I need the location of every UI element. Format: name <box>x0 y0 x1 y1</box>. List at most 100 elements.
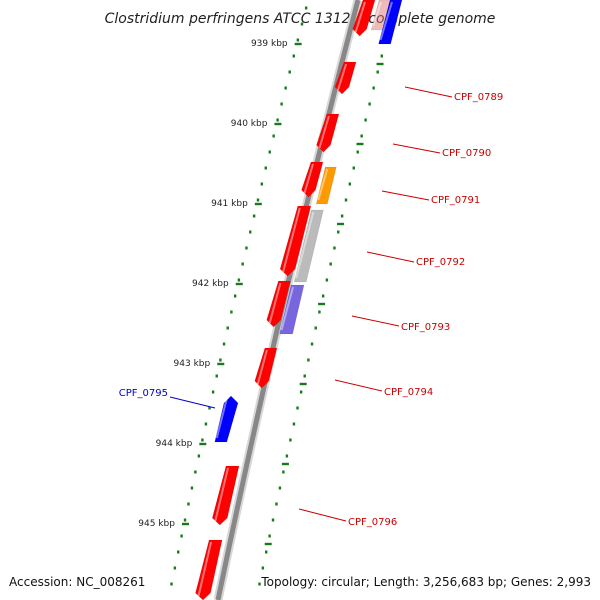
tick-label: 944 kbp <box>156 439 193 449</box>
scale-dot <box>299 390 303 394</box>
accession-text: Accession: NC_008261 <box>9 575 145 589</box>
gene-label: CPF_0793 <box>401 322 450 333</box>
gene-label: CPF_0796 <box>348 517 397 528</box>
scale-dot <box>310 342 314 346</box>
scale-dot <box>292 422 296 426</box>
scale-dot <box>268 150 271 154</box>
scale-dot <box>288 70 291 74</box>
gene-label: CPF_0790 <box>442 148 491 159</box>
gene-leader-line <box>381 190 430 201</box>
scale-dot <box>329 262 332 266</box>
gene-leader-line <box>392 143 441 154</box>
scale-dot <box>368 102 371 106</box>
major-tick <box>281 462 289 466</box>
major-tick <box>181 522 189 526</box>
scale-dot <box>280 102 283 106</box>
scale-dot <box>275 502 278 506</box>
major-tick <box>235 282 243 286</box>
cds-arrow <box>334 61 357 95</box>
cds-reverse-arrow <box>378 0 403 45</box>
cog-feature-purple <box>279 284 305 335</box>
cds-arrow <box>316 113 340 153</box>
tick-label: 939 kbp <box>251 39 288 49</box>
major-tick <box>264 542 272 546</box>
scale-dot <box>304 6 308 10</box>
scale-dot <box>170 582 173 586</box>
major-tick <box>356 142 364 146</box>
scale-dot <box>211 390 215 394</box>
scale-dot <box>276 118 279 122</box>
gene-label-group: CPF_0791 <box>381 190 480 206</box>
gene-label: CPF_0795 <box>119 388 168 399</box>
scale-dot <box>245 246 248 250</box>
scale-dot <box>333 246 336 250</box>
scale-dot <box>271 518 275 522</box>
scale-dot <box>348 182 352 186</box>
gene-label-group: CPF_0795 <box>119 388 216 409</box>
scale-dot <box>201 438 204 442</box>
scale-dot <box>180 534 183 538</box>
scale-dot <box>352 166 355 170</box>
gene-leader-line <box>404 86 453 98</box>
scale-dot <box>204 422 208 426</box>
kbp-ticks: 939 kbp 940 kbp 941 kbp 942 kbp 943 kbp 944 k… <box>138 39 384 546</box>
scale-dot <box>318 310 321 314</box>
cds-arrow <box>195 539 223 600</box>
scale-dot <box>337 230 340 234</box>
scale-dot <box>344 198 348 202</box>
cds-arrow <box>279 205 312 277</box>
gene-label: CPF_0792 <box>416 257 465 268</box>
scale-dot <box>272 134 275 138</box>
genome-summary-text: Topology: circular; Length: 3,256,683 bp… <box>260 575 591 589</box>
scale-dot <box>340 214 344 218</box>
scale-dot <box>256 198 260 202</box>
major-tick <box>376 62 384 66</box>
scale-dot <box>372 86 375 90</box>
gene-label: CPF_0794 <box>384 387 433 398</box>
scale-dot <box>194 470 197 474</box>
major-tick <box>254 202 262 206</box>
tick-label: 942 kbp <box>192 279 229 289</box>
map-title: Clostridium perfringens ATCC 13124, comp… <box>105 11 496 27</box>
scale-dot <box>183 518 187 522</box>
major-tick <box>217 362 225 366</box>
scale-dot <box>265 550 268 554</box>
scale-dot <box>300 22 304 26</box>
gene-label-group: CPF_0793 <box>351 315 450 333</box>
cog-feature-gray <box>293 209 324 283</box>
cds-arrow <box>301 161 324 198</box>
scale-dot <box>376 70 379 74</box>
scale-dot <box>364 118 367 122</box>
gene-leader-line <box>298 508 347 522</box>
gene-label-group: CPF_0789 <box>404 86 503 103</box>
gene-leader-line <box>334 379 383 392</box>
scale-dot <box>215 374 218 378</box>
scale-dot <box>284 86 287 90</box>
scale-dot <box>249 230 252 234</box>
gene-label-group: CPF_0790 <box>392 143 491 159</box>
scale-dot <box>303 374 306 378</box>
gene-leader-line <box>366 251 415 263</box>
scale-dot <box>282 470 285 474</box>
scale-dot <box>314 326 317 330</box>
scale-dot <box>187 502 190 506</box>
cds-arrow <box>254 347 278 389</box>
major-tick <box>336 222 344 226</box>
cds-reverse-arrow <box>214 395 239 443</box>
major-tick <box>318 302 326 306</box>
scale-dot <box>233 294 237 298</box>
gene-labels: CPF_0789 CPF_0790 CPF_0791 CPF_0792 CPF_0793… <box>119 86 503 528</box>
scale-dot <box>356 150 359 154</box>
major-tick <box>199 442 207 446</box>
scale-dot <box>380 54 383 58</box>
scale-dot <box>237 278 241 282</box>
scale-dot <box>307 358 310 362</box>
scale-dot <box>258 582 261 586</box>
scale-dot <box>292 54 295 58</box>
scale-dot <box>177 550 180 554</box>
scale-dot <box>325 278 329 282</box>
scale-dot <box>219 358 222 362</box>
gene-label-group: CPF_0794 <box>334 379 433 398</box>
scale-dot <box>261 566 265 570</box>
